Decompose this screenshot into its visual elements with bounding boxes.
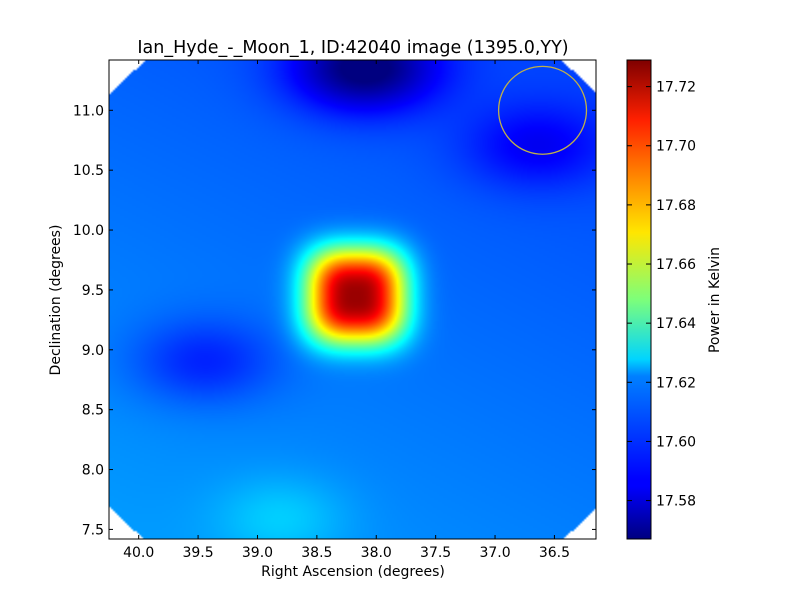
colorbar-gradient	[627, 60, 651, 539]
x-axis: 40.0 39.5 39.0 38.5 38.0 37.5 37.0 36.5	[123, 60, 570, 561]
y-tick-label: 8.0	[82, 463, 104, 479]
colorbar-tick-label: 17.70	[656, 139, 696, 155]
colorbar-tick-label: 17.72	[656, 80, 696, 96]
colorbar-frame	[626, 59, 652, 540]
colorbar-tick-label: 17.62	[656, 375, 696, 391]
x-tick-label: 40.0	[123, 545, 154, 561]
plot-area	[108, 59, 597, 540]
y-tick-label: 10.5	[73, 163, 104, 179]
y-tick-label: 11.0	[73, 103, 104, 119]
y-tick-label: 8.5	[82, 403, 104, 419]
y-axis-label: Declination (degrees)	[48, 225, 64, 376]
y-tick-label: 7.5	[82, 522, 104, 538]
chart-title: Ian_Hyde_-_Moon_1, ID:42040 image (1395.…	[137, 38, 568, 58]
x-tick-label: 36.5	[539, 545, 570, 561]
colorbar-label: Power in Kelvin	[707, 247, 723, 353]
x-axis-label: Right Ascension (degrees)	[261, 564, 445, 580]
y-tick-label: 9.0	[82, 343, 104, 359]
colorbar-tick-label: 17.66	[656, 257, 696, 273]
y-tick-label: 10.0	[73, 223, 104, 239]
x-tick-label: 39.5	[182, 545, 213, 561]
x-tick-label: 38.5	[301, 545, 332, 561]
x-tick-label: 39.0	[242, 545, 273, 561]
heatmap-image	[109, 60, 596, 539]
plot-frame	[108, 59, 597, 540]
colorbar-ticks: 17.58 17.60 17.62 17.64 17.66 17.68 17.70 17.72	[627, 80, 696, 510]
y-tick-label: 9.5	[82, 283, 104, 299]
colorbar-tick-label: 17.60	[656, 434, 696, 450]
y-axis: 7.5 8.0 8.5 9.0 9.5 10.0 10.5 11.0	[73, 103, 596, 538]
x-tick-label: 37.0	[479, 545, 510, 561]
colorbar-tick-label: 17.68	[656, 198, 696, 214]
colorbar-tick-label: 17.58	[656, 494, 696, 510]
x-tick-label: 38.0	[361, 545, 392, 561]
colorbar-tick-label: 17.64	[656, 316, 696, 332]
colorbar: 17.58 17.60 17.62 17.64 17.66 17.68 17.70 17.72	[626, 59, 696, 540]
x-tick-label: 37.5	[420, 545, 451, 561]
aperture-circle	[497, 65, 588, 155]
